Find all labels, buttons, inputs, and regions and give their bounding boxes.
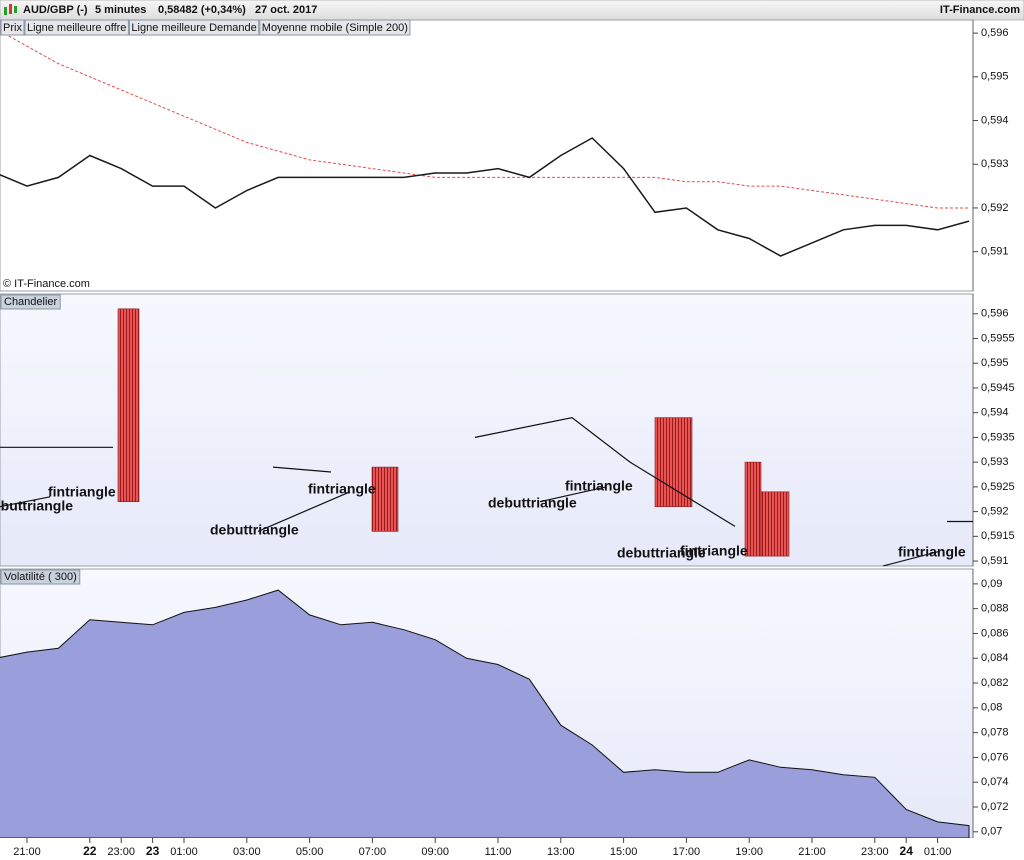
x-tick-label: 13:00 bbox=[547, 846, 575, 858]
x-tick-label: 05:00 bbox=[296, 846, 324, 858]
y-tick-label: 0,082 bbox=[981, 677, 1009, 689]
trend-line bbox=[0, 496, 51, 508]
x-tick-label: 21:00 bbox=[13, 846, 41, 858]
pattern-label: fintriangle bbox=[898, 544, 966, 560]
y-tick-label: 0,5955 bbox=[981, 332, 1015, 344]
y-tick-label: 0,076 bbox=[981, 751, 1009, 763]
trend-line bbox=[272, 466, 332, 473]
x-tick-label: 07:00 bbox=[359, 846, 387, 858]
watermark: © IT-Finance.com bbox=[3, 278, 90, 290]
x-tick-label: 23 bbox=[146, 844, 160, 858]
pattern-label: fintriangle bbox=[680, 543, 748, 559]
y-tick-label: 0,072 bbox=[981, 801, 1009, 813]
legend-box bbox=[0, 19, 25, 36]
y-tick-label: 0,593 bbox=[981, 456, 1009, 468]
pattern-label: debuttriangle bbox=[488, 495, 577, 511]
y-tick-label: 0,07 bbox=[981, 826, 1002, 838]
panel-label-box bbox=[0, 569, 81, 585]
legend-label: Ligne meilleure offre bbox=[27, 22, 126, 34]
trend-line bbox=[257, 491, 351, 532]
brand: IT-Finance.com bbox=[940, 4, 1020, 16]
x-axis-bg bbox=[0, 838, 1024, 860]
y-tick-label: 0,595 bbox=[981, 71, 1009, 83]
x-tick-label: 17:00 bbox=[673, 846, 701, 858]
y-tick-label: 0,5925 bbox=[981, 481, 1015, 493]
legend-label: Moyenne mobile (Simple 200) bbox=[262, 22, 408, 34]
trend-line bbox=[882, 550, 941, 566]
y-tick-label: 0,591 bbox=[981, 555, 1009, 567]
y-tick-label: 0,591 bbox=[981, 246, 1009, 258]
panel-label-box bbox=[0, 294, 61, 310]
pattern-label: fintriangle bbox=[308, 481, 376, 497]
panel-bg bbox=[0, 293, 974, 567]
x-tick-label: 09:00 bbox=[421, 846, 449, 858]
logo-icon bbox=[4, 4, 17, 15]
y-tick-label: 0,074 bbox=[981, 776, 1009, 788]
x-tick-label: 03:00 bbox=[233, 846, 261, 858]
y-tick-label: 0,595 bbox=[981, 357, 1009, 369]
x-tick-label: 22 bbox=[83, 844, 97, 858]
range-box bbox=[371, 466, 399, 532]
plot bbox=[0, 589, 970, 838]
plot bbox=[0, 30, 970, 257]
x-tick-label: 01:00 bbox=[170, 846, 198, 858]
legend-box bbox=[259, 19, 411, 36]
panel-label: Volatilité ( 300) bbox=[4, 571, 77, 583]
y-tick-label: 0,593 bbox=[981, 158, 1009, 170]
header-bar bbox=[0, 0, 1024, 21]
legend-label: Prix bbox=[3, 22, 22, 34]
y-tick-label: 0,594 bbox=[981, 407, 1009, 419]
x-tick-label: 15:00 bbox=[610, 846, 638, 858]
legend-box bbox=[24, 19, 129, 36]
period: 5 minutes bbox=[95, 4, 146, 16]
x-tick-label: 19:00 bbox=[735, 846, 763, 858]
pattern-label: fintriangle bbox=[48, 484, 116, 500]
y-tick-label: 0,09 bbox=[981, 578, 1002, 590]
moving-average-line bbox=[0, 30, 969, 209]
x-tick-label: 11:00 bbox=[485, 846, 512, 858]
range-box bbox=[117, 308, 140, 503]
x-tick-label: 23:00 bbox=[861, 846, 889, 858]
y-tick-label: 0,596 bbox=[981, 308, 1009, 320]
volatility-area bbox=[0, 589, 970, 838]
x-tick-label: 01:00 bbox=[924, 846, 952, 858]
legend-box bbox=[128, 19, 260, 36]
y-tick-label: 0,5945 bbox=[981, 382, 1015, 394]
symbol: AUD/GBP (-) bbox=[23, 4, 88, 16]
quote: 0,58482 (+0,34%) bbox=[158, 4, 246, 16]
y-tick-label: 0,592 bbox=[981, 202, 1009, 214]
date: 27 oct. 2017 bbox=[255, 4, 317, 16]
trend-line bbox=[474, 416, 736, 527]
plot: fintriangledebuttrianglefintriangledebut… bbox=[0, 308, 973, 566]
y-tick-label: 0,5935 bbox=[981, 431, 1015, 443]
y-tick-label: 0,594 bbox=[981, 114, 1009, 126]
y-tick-label: 0,592 bbox=[981, 506, 1009, 518]
legend-label: Ligne meilleure Demande bbox=[131, 22, 256, 34]
x-tick-label: 23:00 bbox=[107, 846, 135, 858]
price-line bbox=[0, 137, 970, 257]
y-tick-label: 0,084 bbox=[981, 652, 1009, 664]
pattern-label: debuttriangle bbox=[617, 545, 706, 561]
x-tick-label: 21:00 bbox=[798, 846, 826, 858]
y-tick-label: 0,596 bbox=[981, 27, 1009, 39]
x-tick-label: 24 bbox=[900, 844, 914, 858]
y-tick-label: 0,088 bbox=[981, 603, 1009, 615]
pattern-label: debuttriangle bbox=[210, 522, 299, 538]
range-box bbox=[654, 417, 693, 507]
y-tick-label: 0,08 bbox=[981, 702, 1002, 714]
trend-line bbox=[539, 486, 607, 503]
panel-bg bbox=[0, 19, 974, 292]
pattern-label: debuttriangle bbox=[0, 498, 73, 514]
y-tick-label: 0,086 bbox=[981, 627, 1009, 639]
panel-label: Chandelier bbox=[4, 296, 58, 308]
range-box bbox=[760, 491, 790, 557]
y-tick-label: 0,078 bbox=[981, 727, 1009, 739]
y-tick-label: 0,5915 bbox=[981, 530, 1015, 542]
pattern-label: fintriangle bbox=[565, 478, 633, 494]
